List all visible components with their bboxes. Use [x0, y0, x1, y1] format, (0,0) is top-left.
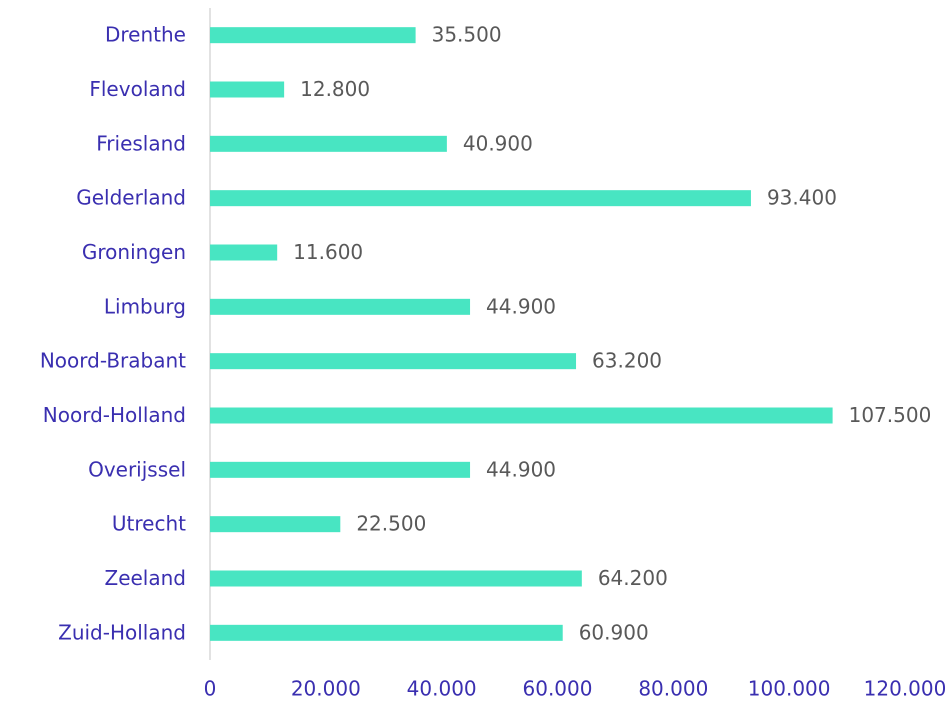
value-label: 35.500 — [432, 23, 502, 47]
bar — [210, 190, 751, 207]
bar — [210, 81, 285, 98]
value-label: 22.500 — [356, 512, 426, 536]
bar — [210, 298, 471, 315]
y-tick-label: Flevoland — [89, 77, 186, 101]
bar — [210, 135, 447, 152]
y-tick-label: Drenthe — [105, 23, 186, 47]
bar — [210, 624, 563, 641]
y-tick-label: Limburg — [104, 294, 186, 318]
bar — [210, 516, 341, 533]
x-tick-label: 120.000 — [864, 677, 947, 701]
y-tick-label: Groningen — [82, 240, 186, 264]
bar — [210, 27, 416, 44]
value-label: 93.400 — [767, 186, 837, 210]
value-label: 63.200 — [592, 349, 662, 373]
y-tick-label: Zeeland — [105, 566, 187, 590]
x-tick-label: 100.000 — [748, 677, 831, 701]
x-tick-label: 40.000 — [407, 677, 477, 701]
x-tick-label: 80.000 — [638, 677, 708, 701]
y-tick-label: Overijssel — [88, 457, 186, 481]
y-tick-label: Gelderland — [76, 186, 186, 210]
x-tick-label: 60.000 — [523, 677, 593, 701]
x-tick-label: 0 — [204, 677, 217, 701]
value-label: 44.900 — [486, 457, 556, 481]
value-label: 64.200 — [598, 566, 668, 590]
value-label: 107.500 — [849, 403, 932, 427]
y-tick-label: Zuid-Holland — [58, 620, 186, 644]
bar — [210, 570, 582, 587]
bar — [210, 461, 471, 478]
value-label: 11.600 — [293, 240, 363, 264]
x-tick-label: 20.000 — [291, 677, 361, 701]
value-label: 60.900 — [579, 620, 649, 644]
y-tick-label: Noord-Holland — [43, 403, 186, 427]
value-label: 12.800 — [300, 77, 370, 101]
y-tick-label: Noord-Brabant — [40, 349, 186, 373]
value-label: 44.900 — [486, 294, 556, 318]
value-label: 40.900 — [463, 131, 533, 155]
y-tick-label: Utrecht — [112, 512, 186, 536]
y-tick-label: Friesland — [96, 131, 186, 155]
bar — [210, 407, 833, 424]
bar — [210, 353, 577, 370]
bar — [210, 244, 278, 261]
